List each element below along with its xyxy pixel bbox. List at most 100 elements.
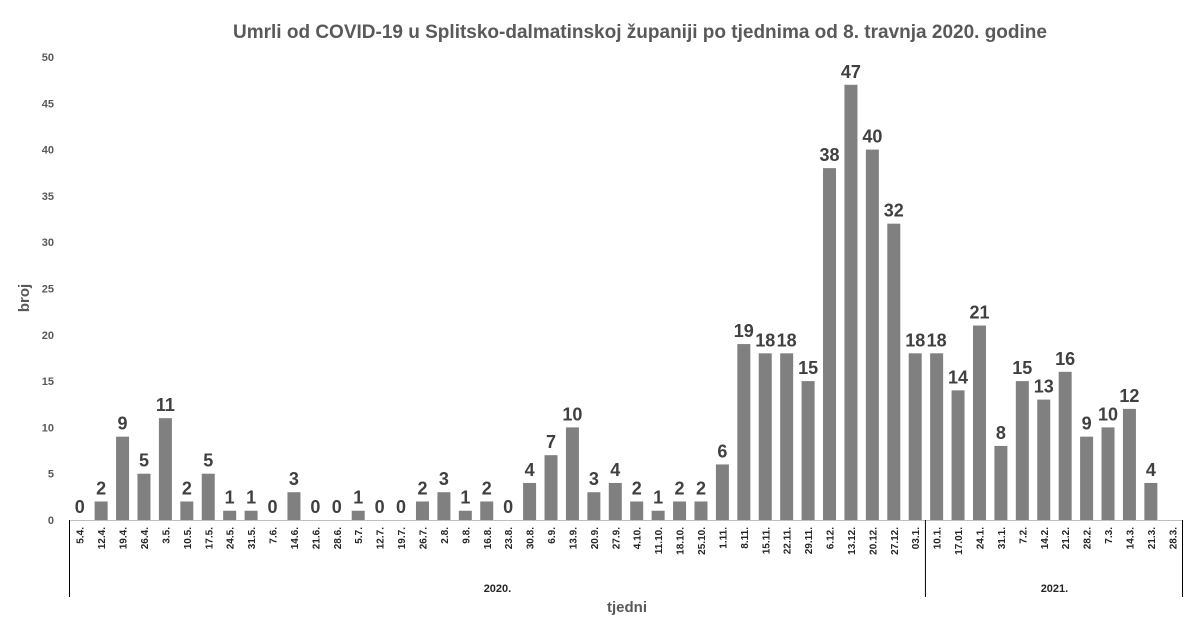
x-tick-label: 28.2.: [1083, 527, 1094, 549]
bar: [630, 501, 644, 520]
x-tick-label: 03.1.: [911, 527, 922, 549]
data-label: 16: [1055, 349, 1075, 369]
bar: [480, 501, 494, 520]
data-label: 2: [96, 478, 106, 498]
data-label: 0: [310, 497, 320, 517]
x-tick-label: 7.2.: [1018, 527, 1029, 544]
x-tick-label: 5.7.: [354, 527, 365, 544]
x-tick-label: 7.6.: [269, 527, 280, 544]
x-tick-label: 18.10.: [676, 527, 687, 555]
bar: [201, 473, 215, 520]
data-label: 4: [1146, 460, 1156, 480]
x-tick-label: 28.3.: [1168, 527, 1179, 549]
data-label: 1: [460, 488, 470, 508]
x-tick-label: 14.3.: [1125, 527, 1136, 549]
bar: [1122, 408, 1136, 520]
bar: [951, 390, 965, 520]
data-label: 10: [562, 404, 582, 424]
bar: [1058, 371, 1072, 520]
bar: [801, 381, 815, 520]
data-label: 12: [1119, 386, 1139, 406]
data-label: 9: [118, 414, 128, 434]
bar: [694, 501, 708, 520]
data-label: 2: [696, 478, 706, 498]
data-label: 13: [1034, 377, 1054, 397]
x-tick-label: 16.8.: [483, 527, 494, 549]
x-tick-label: 13.9.: [568, 527, 579, 549]
x-tick-label: 7.3.: [1104, 527, 1115, 544]
x-tick-label: 5.4.: [76, 527, 87, 544]
bar: [587, 492, 601, 520]
data-label: 8: [996, 423, 1006, 443]
y-axis-label: broj: [16, 284, 33, 312]
data-label: 0: [268, 497, 278, 517]
x-tick-label: 22.11.: [783, 527, 794, 554]
bar: [1037, 399, 1051, 520]
data-label: 15: [798, 358, 818, 378]
data-label: 0: [75, 497, 85, 517]
x-tick-label: 20.9.: [590, 527, 601, 549]
data-label: 4: [610, 460, 620, 480]
bar: [523, 482, 537, 520]
data-label: 1: [225, 488, 235, 508]
x-group-label: 2021.: [1041, 583, 1069, 595]
x-tick-label: 8.11.: [740, 527, 751, 549]
data-label: 21: [969, 303, 989, 323]
bar: [223, 510, 237, 520]
x-tick-label: 14.6.: [290, 527, 301, 549]
x-tick-label: 2.8.: [440, 527, 451, 544]
y-tick-label: 10: [42, 422, 54, 434]
x-tick-label: 31.5.: [247, 527, 258, 549]
x-tick-label: 3.5.: [161, 527, 172, 544]
bar: [651, 510, 665, 520]
x-axis: 5.4. 12.4. 19.4. 26.4. 3.5. 10.5. 17.5. 24.5. 31…: [69, 520, 1183, 597]
data-label: 7: [546, 432, 556, 452]
chart-title: Umrli od COVID-19 u Splitsko-dalmatinsko…: [233, 22, 1047, 43]
x-tick-label: 17.01.: [954, 527, 965, 555]
bar: [415, 501, 429, 520]
data-label: 3: [289, 469, 299, 489]
x-axis-label: tjedni: [607, 599, 647, 616]
bar: [1144, 482, 1158, 520]
bar: [287, 492, 301, 520]
data-label: 2: [675, 478, 685, 498]
x-tick-label: 25.10.: [697, 527, 708, 555]
x-tick-label: 12.4.: [97, 527, 108, 549]
x-tick-label: 6.12.: [826, 527, 837, 549]
y-axis: 0 5 10 15 20 25 30 35 40 45 50: [42, 52, 54, 527]
data-label: 18: [927, 330, 947, 350]
x-tick-label: 21.2.: [1061, 527, 1072, 549]
bar: [715, 464, 729, 520]
bar: [1015, 381, 1029, 520]
bar: [137, 473, 151, 520]
data-label: 0: [503, 497, 513, 517]
x-tick-label: 23.8.: [504, 527, 515, 549]
y-tick-label: 50: [42, 52, 54, 64]
data-label: 32: [884, 201, 904, 221]
data-label: 5: [203, 451, 213, 471]
x-group-label: 2020.: [484, 583, 512, 595]
x-tick-label: 10.1.: [933, 527, 944, 549]
bars: [94, 84, 1158, 520]
data-label: 0: [332, 497, 342, 517]
y-tick-label: 45: [42, 98, 54, 110]
bar: [908, 353, 922, 520]
data-label: 9: [1082, 414, 1092, 434]
x-tick-label: 29.11.: [804, 527, 815, 554]
x-tick-label: 31.1.: [997, 527, 1008, 549]
x-tick-label: 24.5.: [226, 527, 237, 549]
x-tick-label: 17.5.: [204, 527, 215, 549]
data-label: 10: [1098, 404, 1118, 424]
bar: [1080, 436, 1094, 520]
bar: [972, 325, 986, 520]
x-tick-label: 13.12.: [847, 527, 858, 555]
bar: [823, 168, 837, 520]
bar: [244, 510, 258, 520]
bar: [458, 510, 472, 520]
bar: [930, 353, 944, 520]
x-tick-label: 20.12.: [868, 527, 879, 555]
y-tick-label: 30: [42, 237, 54, 249]
x-tick-label: 19.7.: [397, 527, 408, 549]
data-label: 5: [139, 451, 149, 471]
